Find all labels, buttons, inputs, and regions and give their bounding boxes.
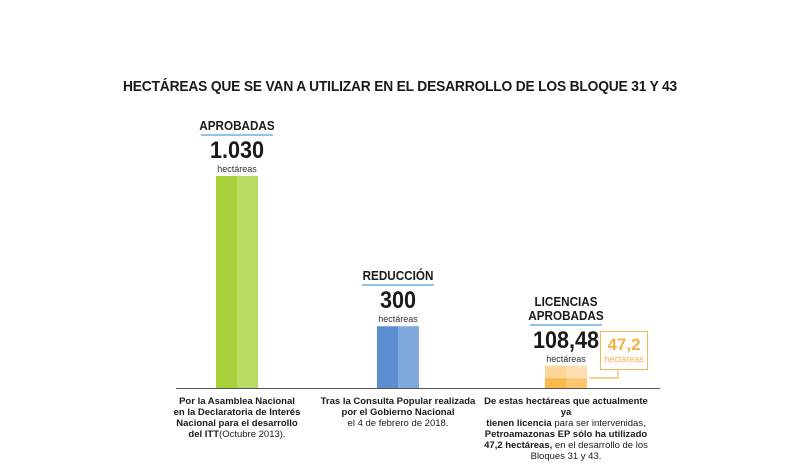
- bar-2-left: [377, 326, 398, 388]
- unit-label-3: hectáreas: [546, 353, 586, 364]
- subset-callout: 47,2 hectáreas: [600, 331, 648, 370]
- category-rule-3: [530, 323, 602, 326]
- subset-connector: [589, 370, 619, 379]
- chart-title: HECTÁREAS QUE SE VAN A UTILIZAR EN EL DE…: [122, 78, 678, 95]
- unit-label-1: hectáreas: [217, 164, 257, 174]
- value-label-3: 108,48: [532, 326, 600, 354]
- subset-value: 47,2: [607, 335, 641, 354]
- subset-unit: hectáreas: [604, 354, 644, 364]
- subset-bar-left: [545, 378, 566, 388]
- description-1: Por la Asamblea Nacional en la Declarator…: [173, 396, 301, 440]
- description-2: Tras la Consulta Popular realizada por el…: [320, 396, 476, 429]
- category-label-2: REDUCCIÓN: [362, 268, 434, 284]
- category-rule-2: [362, 284, 434, 287]
- category-label-3: LICENCIAS APROBADAS: [528, 293, 604, 323]
- value-label-2: 300: [379, 287, 417, 315]
- description-3: De estas hectáreas que actualmente ya tie…: [484, 396, 648, 462]
- unit-label-2: hectáreas: [378, 314, 418, 325]
- category-rule-1: [201, 134, 273, 136]
- bar-1-left: [216, 176, 237, 388]
- subset-bar-right: [566, 378, 587, 388]
- category-label-1: APROBADAS: [199, 118, 275, 133]
- value-label-1: 1.030: [209, 137, 265, 164]
- bar-2-right: [398, 326, 419, 388]
- bar-1-right: [237, 176, 258, 388]
